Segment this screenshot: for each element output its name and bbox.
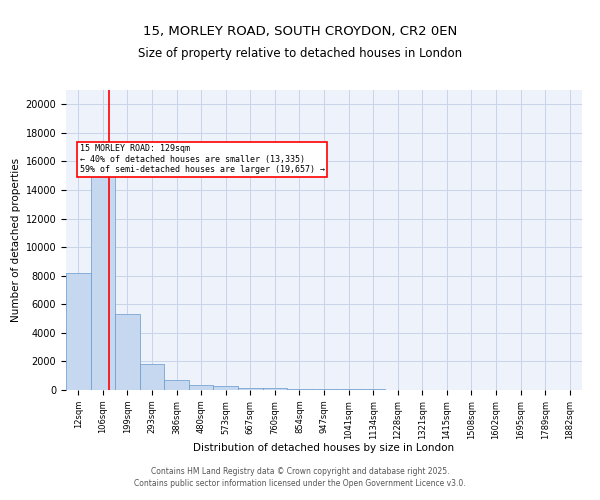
- Text: Contains HM Land Registry data © Crown copyright and database right 2025.
Contai: Contains HM Land Registry data © Crown c…: [134, 466, 466, 487]
- Bar: [66, 273, 91, 390]
- Bar: [189, 385, 214, 390]
- Bar: [115, 314, 140, 390]
- Text: 15, MORLEY ROAD, SOUTH CROYDON, CR2 0EN: 15, MORLEY ROAD, SOUTH CROYDON, CR2 0EN: [143, 25, 457, 38]
- Bar: [164, 380, 189, 390]
- Y-axis label: Number of detached properties: Number of detached properties: [11, 158, 22, 322]
- Bar: [238, 388, 263, 390]
- Bar: [287, 388, 312, 390]
- Bar: [263, 388, 287, 390]
- Bar: [312, 389, 336, 390]
- Text: 15 MORLEY ROAD: 129sqm
← 40% of detached houses are smaller (13,335)
59% of semi: 15 MORLEY ROAD: 129sqm ← 40% of detached…: [80, 144, 325, 174]
- Bar: [140, 364, 164, 390]
- Text: Size of property relative to detached houses in London: Size of property relative to detached ho…: [138, 48, 462, 60]
- X-axis label: Distribution of detached houses by size in London: Distribution of detached houses by size …: [193, 443, 455, 453]
- Bar: [91, 154, 115, 390]
- Bar: [214, 386, 238, 390]
